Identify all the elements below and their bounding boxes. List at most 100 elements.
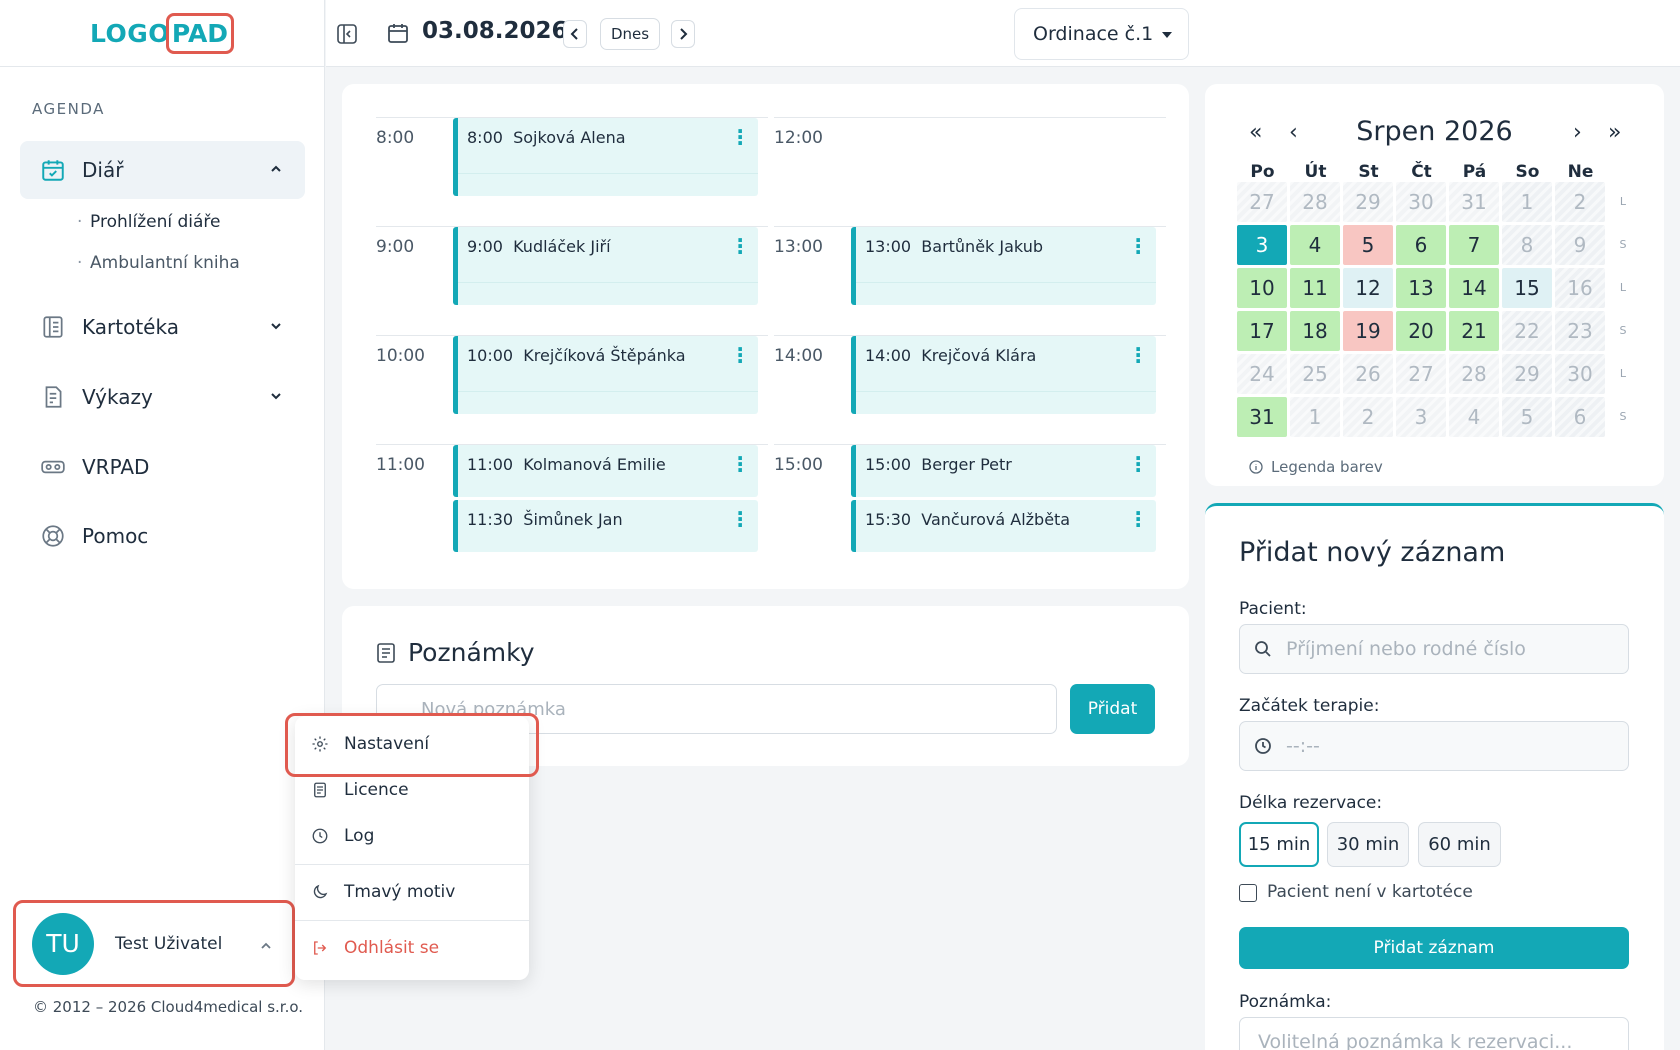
calendar-icon[interactable] xyxy=(386,21,410,45)
calendar-day[interactable]: 4 xyxy=(1290,225,1340,265)
next-day-button[interactable] xyxy=(671,20,695,48)
menu-item-logout[interactable]: Odhlásit se xyxy=(295,925,529,971)
add-record-button[interactable]: Přidat záznam xyxy=(1239,927,1629,969)
reservation-note-input[interactable]: Volitelná poznámka k rezervaci... xyxy=(1239,1017,1629,1050)
calendar-day[interactable]: 8 xyxy=(1502,225,1552,265)
calendar-day[interactable]: 13 xyxy=(1396,268,1446,308)
calendar-day[interactable]: 21 xyxy=(1449,311,1499,351)
calendar-day[interactable]: 31 xyxy=(1449,182,1499,222)
duration-15-button[interactable]: 15 min xyxy=(1239,822,1319,867)
menu-item-dark-mode[interactable]: Tmavý motiv xyxy=(295,869,529,915)
calendar-day[interactable]: 28 xyxy=(1449,354,1499,394)
next-month-button[interactable]: › xyxy=(1573,120,1582,145)
sidebar-item-diar[interactable]: Diář xyxy=(20,141,305,199)
appointment[interactable]: 15:30 Vančurová Alžběta · · · xyxy=(851,500,1156,552)
sidebar-item-vrpad[interactable]: VRPAD xyxy=(20,438,305,496)
sidebar-subitem-ambulantni-kniha[interactable]: Ambulantní kniha xyxy=(77,253,240,273)
calendar-day[interactable]: 30 xyxy=(1396,182,1446,222)
sidebar-item-pomoc[interactable]: Pomoc xyxy=(20,507,305,565)
sidebar-item-kartoteka[interactable]: Kartotéka xyxy=(20,298,305,356)
calendar-day[interactable]: 10 xyxy=(1237,268,1287,308)
today-button[interactable]: Dnes xyxy=(600,18,660,50)
week-marker: S xyxy=(1619,324,1627,337)
prev-month-button[interactable]: ‹ xyxy=(1289,120,1298,145)
prev-day-button[interactable] xyxy=(563,20,587,48)
more-vertical-icon[interactable]: · · · xyxy=(1134,337,1142,373)
user-profile-button[interactable]: TU Test Uživatel xyxy=(13,900,295,987)
more-vertical-icon[interactable]: · · · xyxy=(736,337,744,373)
duration-60-button[interactable]: 60 min xyxy=(1418,822,1501,867)
sidebar-item-vykazy[interactable]: Výkazy xyxy=(20,368,305,426)
more-vertical-icon[interactable]: · · · xyxy=(736,228,744,264)
calendar-day[interactable]: 12 xyxy=(1343,268,1393,308)
patient-search-input[interactable]: Příjmení nebo rodné číslo xyxy=(1239,624,1629,674)
calendar-day[interactable]: 19 xyxy=(1343,311,1393,351)
appointment[interactable]: 15:00 Berger Petr · · · xyxy=(851,445,1156,497)
menu-item-license[interactable]: Licence xyxy=(295,767,529,813)
appointment[interactable]: 10:00 Krejčíková Štěpánka · · · xyxy=(453,336,758,414)
calendar-day[interactable]: 30 xyxy=(1555,354,1605,394)
appointment[interactable]: 13:00 Bartůněk Jakub · · · xyxy=(851,227,1156,305)
calendar-day[interactable]: 27 xyxy=(1237,182,1287,222)
notes-title: Poznámky xyxy=(408,638,535,667)
calendar-day[interactable]: 24 xyxy=(1237,354,1287,394)
duration-30-button[interactable]: 30 min xyxy=(1327,822,1409,867)
calendar-day[interactable]: 26 xyxy=(1343,354,1393,394)
calendar-day[interactable]: 3 xyxy=(1396,397,1446,437)
appointment-patient: Krejčová Klára xyxy=(921,346,1037,365)
more-vertical-icon[interactable]: · · · xyxy=(736,501,744,537)
calendar-day[interactable]: 20 xyxy=(1396,311,1446,351)
calendar-day[interactable]: 9 xyxy=(1555,225,1605,265)
color-legend-link[interactable]: Legenda barev xyxy=(1249,458,1383,476)
more-vertical-icon[interactable]: · · · xyxy=(1134,228,1142,264)
appointment[interactable]: 11:30 Šimůnek Jan · · · xyxy=(453,500,758,552)
calendar-day[interactable]: 3 xyxy=(1237,225,1287,265)
last-month-button[interactable]: » xyxy=(1608,120,1622,145)
appointment[interactable]: 14:00 Krejčová Klára · · · xyxy=(851,336,1156,414)
first-month-button[interactable]: « xyxy=(1249,120,1263,145)
more-vertical-icon[interactable]: · · · xyxy=(1134,446,1142,482)
calendar-day[interactable]: 28 xyxy=(1290,182,1340,222)
menu-item-settings[interactable]: Nastavení xyxy=(295,721,529,767)
start-time-input[interactable]: --:-- xyxy=(1239,721,1629,771)
calendar-day[interactable]: 1 xyxy=(1502,182,1552,222)
calendar-day[interactable]: 6 xyxy=(1555,397,1605,437)
calendar-day[interactable]: 2 xyxy=(1555,182,1605,222)
appointment[interactable]: 9:00 Kudláček Jiří · · · xyxy=(453,227,758,305)
calendar-day[interactable]: 14 xyxy=(1449,268,1499,308)
calendar-day[interactable]: 4 xyxy=(1449,397,1499,437)
calendar-day[interactable]: 22 xyxy=(1502,311,1552,351)
calendar-day[interactable]: 18 xyxy=(1290,311,1340,351)
calendar-day[interactable]: 29 xyxy=(1502,354,1552,394)
sidebar-toggle-icon[interactable] xyxy=(336,23,358,45)
calendar-day[interactable]: 23 xyxy=(1555,311,1605,351)
appointment[interactable]: 11:00 Kolmanová Emilie · · · xyxy=(453,445,758,497)
menu-item-log[interactable]: Log xyxy=(295,813,529,859)
more-vertical-icon[interactable]: · · · xyxy=(736,446,744,482)
calendar-day[interactable]: 25 xyxy=(1290,354,1340,394)
calendar-day[interactable]: 17 xyxy=(1237,311,1287,351)
appointment[interactable]: 8:00 Sojková Alena · · · xyxy=(453,118,758,196)
not-in-registry-checkbox[interactable] xyxy=(1239,884,1257,902)
calendar-day[interactable]: 31 xyxy=(1237,397,1287,437)
week-marker: L xyxy=(1619,281,1627,294)
calendar-day[interactable]: 15 xyxy=(1502,268,1552,308)
sidebar-subitem-prohlizeni[interactable]: Prohlížení diáře xyxy=(77,212,220,232)
calendar-day[interactable]: 5 xyxy=(1502,397,1552,437)
calendar-day[interactable]: 1 xyxy=(1290,397,1340,437)
calendar-day[interactable]: 29 xyxy=(1343,182,1393,222)
calendar-day[interactable]: 2 xyxy=(1343,397,1393,437)
calendar-day[interactable]: 27 xyxy=(1396,354,1446,394)
calendar-day[interactable]: 7 xyxy=(1449,225,1499,265)
office-select[interactable]: Ordinace č.1 xyxy=(1014,8,1189,60)
calendar-day[interactable]: 16 xyxy=(1555,268,1605,308)
menu-divider xyxy=(295,920,529,921)
more-vertical-icon[interactable]: · · · xyxy=(736,119,744,155)
add-note-button[interactable]: Přidat xyxy=(1070,684,1155,734)
form-title: Přidat nový záznam xyxy=(1239,537,1506,568)
calendar-day[interactable]: 11 xyxy=(1290,268,1340,308)
calendar-day[interactable]: 5 xyxy=(1343,225,1393,265)
logo[interactable]: LOGO PAD xyxy=(0,0,325,67)
calendar-day[interactable]: 6 xyxy=(1396,225,1446,265)
more-vertical-icon[interactable]: · · · xyxy=(1134,501,1142,537)
